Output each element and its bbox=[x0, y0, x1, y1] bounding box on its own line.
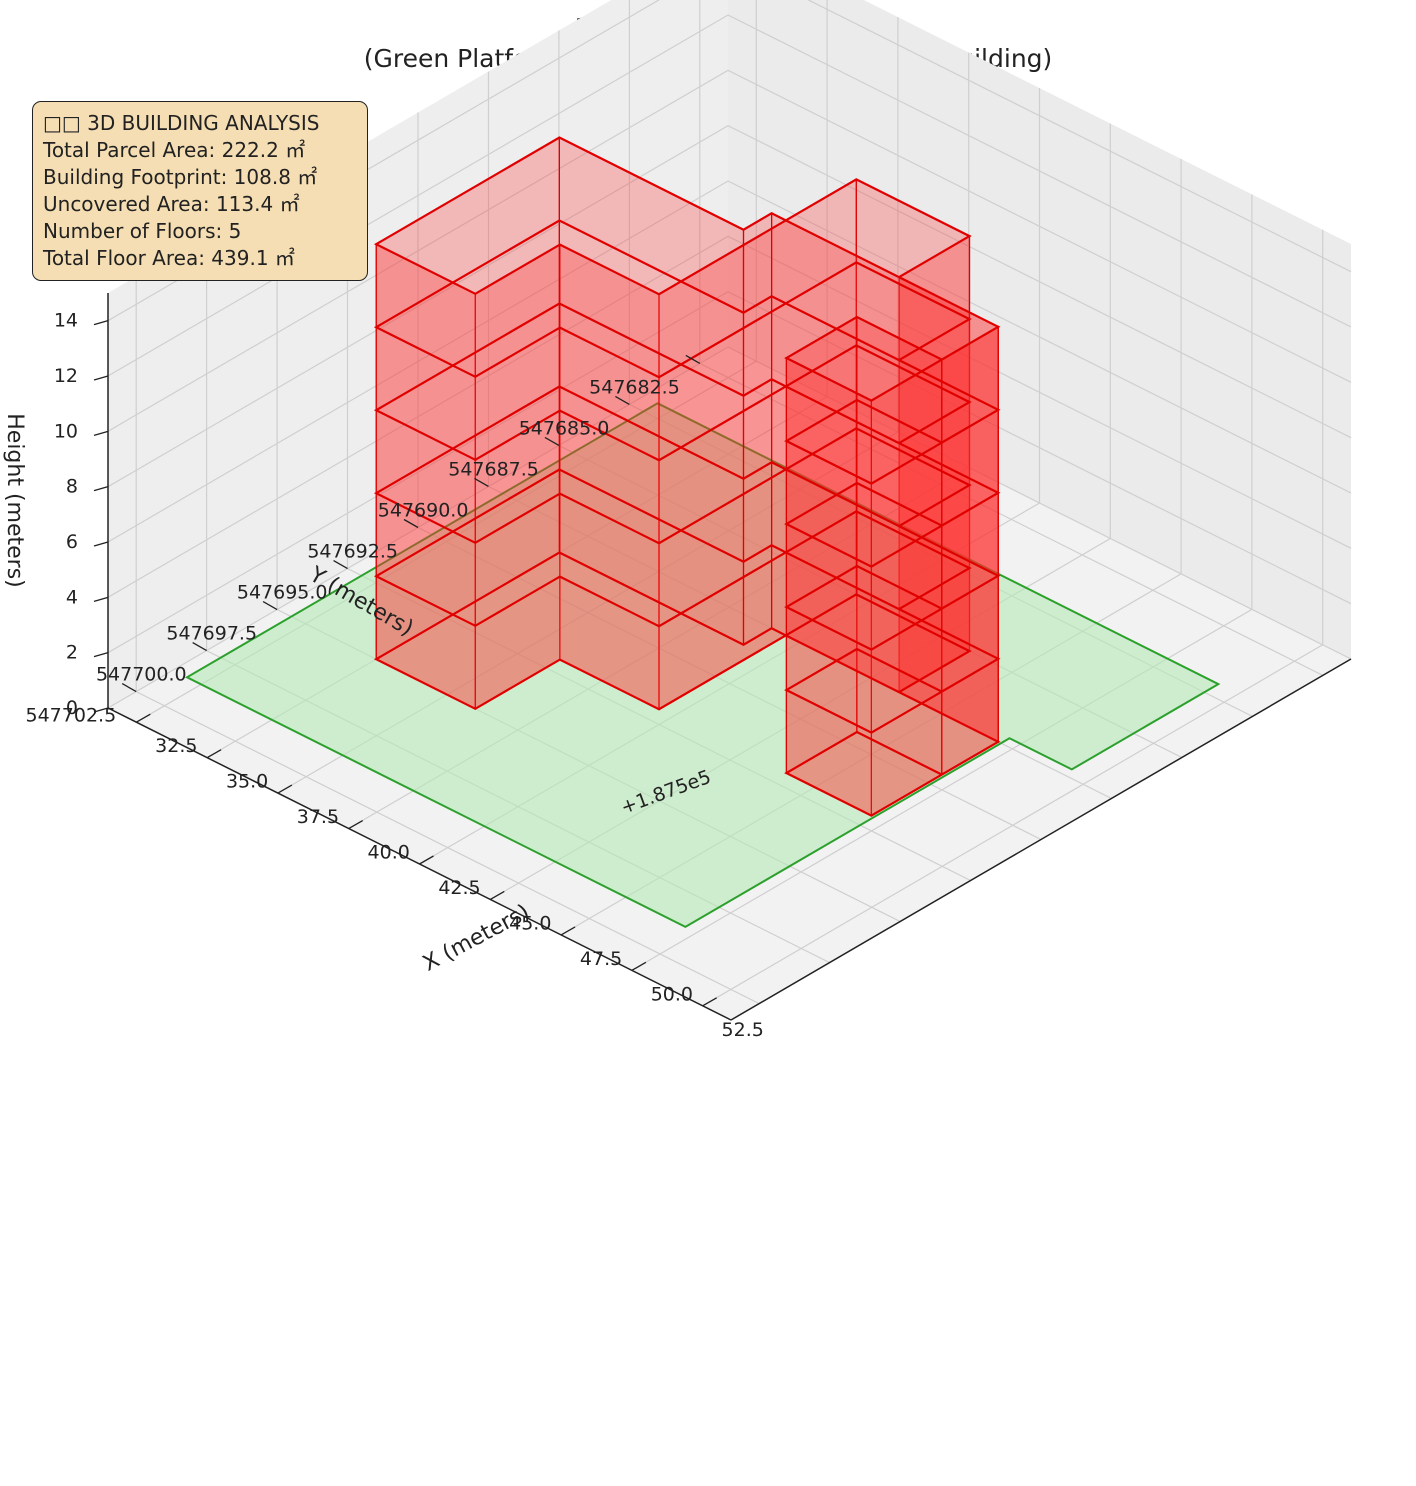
x-tick-label: 45.0 bbox=[509, 912, 551, 934]
y-tick-label: 547700.0 bbox=[96, 664, 187, 686]
x-tick-mark bbox=[702, 997, 718, 1007]
x-tick-mark bbox=[560, 926, 576, 936]
y-tick-mark bbox=[192, 642, 207, 652]
z-tick-mark bbox=[93, 375, 109, 381]
z-tick-label: 14 bbox=[54, 310, 78, 332]
x-tick-label: 42.5 bbox=[438, 877, 480, 899]
z-tick-label: 10 bbox=[54, 420, 78, 442]
parcel-polygon bbox=[184, 402, 1221, 929]
building-analysis-infobox: □□ 3D BUILDING ANALYSIS Total Parcel Are… bbox=[32, 101, 368, 281]
gridline bbox=[107, 235, 1352, 598]
y-tick-label: 547697.5 bbox=[166, 623, 257, 645]
y-tick-label: 547702.5 bbox=[26, 705, 117, 727]
y-tick-label: 547695.0 bbox=[237, 582, 328, 604]
gridline bbox=[107, 346, 1352, 709]
z-tick-label: 4 bbox=[66, 586, 78, 608]
gridline bbox=[107, 291, 1352, 654]
x-tick-mark bbox=[489, 890, 505, 901]
y-tick-mark bbox=[685, 354, 701, 364]
x-tick-label: 50.0 bbox=[651, 983, 693, 1005]
gridline bbox=[107, 180, 1352, 543]
x-tick-label: 35.0 bbox=[226, 771, 268, 793]
x-tick-mark bbox=[277, 784, 293, 794]
floor-slab-outline bbox=[373, 468, 1001, 734]
y-tick-label: 547690.0 bbox=[378, 499, 469, 521]
z-tick-label: 0 bbox=[66, 697, 78, 719]
z-tick-mark bbox=[93, 652, 109, 658]
z-tick-label: 12 bbox=[54, 365, 78, 387]
y-tick-label: 547682.5 bbox=[589, 376, 680, 398]
floor-slab-outline bbox=[373, 551, 1001, 817]
x-tick-label: 37.5 bbox=[297, 806, 339, 828]
info-total-parcel-area: Total Parcel Area: 222.2 ㎡ bbox=[43, 138, 306, 162]
y-tick-mark bbox=[121, 683, 137, 693]
floor-slab-outline bbox=[373, 302, 1001, 568]
z-tick-mark bbox=[93, 430, 109, 436]
gridline bbox=[107, 69, 1352, 432]
z-tick-mark bbox=[93, 320, 109, 326]
floor-slab-outline bbox=[373, 219, 1001, 485]
building-wall bbox=[742, 212, 773, 646]
y-tick-mark bbox=[615, 395, 630, 405]
x-axis-line bbox=[730, 658, 1352, 1021]
x-tick-label: 32.5 bbox=[155, 735, 197, 757]
z-tick-mark bbox=[93, 596, 109, 602]
y-tick-mark bbox=[474, 477, 489, 488]
z-tick-mark bbox=[93, 541, 109, 547]
z-tick-label: 2 bbox=[66, 642, 78, 664]
gridline bbox=[107, 125, 1352, 488]
info-total-floor-area: Total Floor Area: 439.1 ㎡ bbox=[43, 246, 295, 270]
info-uncovered-area: Uncovered Area: 113.4 ㎡ bbox=[43, 192, 300, 216]
z-tick-mark bbox=[93, 707, 109, 713]
y-tick-mark bbox=[333, 559, 348, 570]
info-number-of-floors: Number of Floors: 5 bbox=[43, 219, 242, 243]
y-tick-label: 547692.5 bbox=[307, 541, 398, 563]
x-tick-mark bbox=[631, 961, 647, 971]
y-tick-mark bbox=[262, 600, 278, 611]
y-tick-mark bbox=[544, 436, 560, 447]
x-tick-label: 47.5 bbox=[580, 948, 622, 970]
info-heading: □□ 3D BUILDING ANALYSIS bbox=[43, 111, 320, 135]
x-tick-mark bbox=[206, 749, 222, 759]
y-tick-label: 547687.5 bbox=[448, 458, 539, 480]
x-tick-label: 40.0 bbox=[368, 842, 410, 864]
info-building-footprint: Building Footprint: 108.8 ㎡ bbox=[43, 165, 318, 189]
x-tick-mark bbox=[348, 819, 364, 830]
y-tick-mark bbox=[403, 518, 419, 529]
x-tick-mark bbox=[419, 855, 434, 865]
x-tick-mark bbox=[135, 713, 151, 723]
floor-slab-outline bbox=[373, 385, 1001, 651]
y-tick-label: 547685.0 bbox=[519, 417, 610, 439]
z-axis-label: Height (meters) bbox=[2, 413, 27, 588]
z-tick-mark bbox=[93, 486, 109, 492]
x-axis-label: X (meters) bbox=[419, 900, 534, 977]
x-tick-label: 52.5 bbox=[722, 1019, 764, 1041]
floor-slab-outline bbox=[373, 136, 1001, 402]
z-tick-label: 8 bbox=[66, 476, 78, 498]
z-tick-label: 6 bbox=[66, 531, 78, 553]
